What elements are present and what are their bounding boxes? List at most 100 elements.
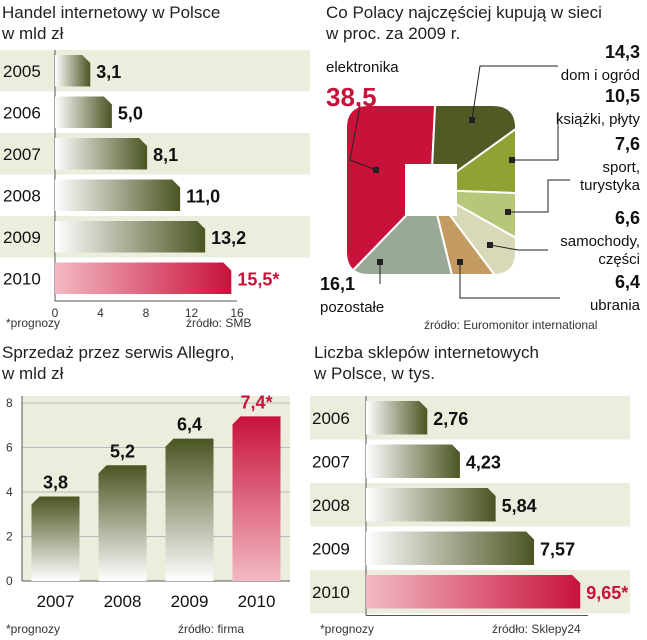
chart-sklepy-panel: Liczba sklepów internetowych w Polsce, w… <box>310 340 647 640</box>
chart-sklepy-title-line2: w Polsce, w tys. <box>314 364 435 383</box>
chart-sklepy: 2006 2,76 2007 4,23 2008 5,84 2009 7,57 2010 9,65… <box>310 396 630 616</box>
pie-category-label: książki, płyty <box>556 111 641 128</box>
pie-leader-dot <box>457 259 463 265</box>
value-label: 5,2 <box>110 441 135 461</box>
tick-label: 8 <box>143 306 150 320</box>
pie-value-label: 6,4 <box>615 272 640 292</box>
pie-leader-dot <box>469 117 475 123</box>
bar <box>366 575 581 609</box>
category-label: 2007 <box>3 145 41 164</box>
chart-allegro: 0 2 4 6 8 3,8 2007 5,2 2008 6,4 2009 7,4* 2010 <box>6 392 290 611</box>
chart-allegro-source: źródło: firma <box>178 622 245 636</box>
pie-value-label: 14,3 <box>605 42 640 62</box>
bar <box>366 488 496 522</box>
value-label: 11,0 <box>186 186 220 206</box>
tick-label: 2 <box>6 530 13 544</box>
bar <box>55 55 91 87</box>
tick-label: 6 <box>6 441 13 455</box>
row-stripe <box>0 133 310 175</box>
bar <box>366 444 460 478</box>
value-label: 6,4 <box>177 415 202 435</box>
pie-value-label: 10,5 <box>605 86 640 106</box>
category-label: 2006 <box>3 103 41 122</box>
category-label: 2006 <box>312 409 350 428</box>
pie-leader-line <box>349 105 377 171</box>
pie-leader-dot <box>509 157 515 163</box>
value-label: 4,23 <box>466 452 501 472</box>
pie-slice <box>430 189 515 274</box>
bar <box>366 401 428 435</box>
pie-leader-line <box>471 65 558 121</box>
value-label: 3,8 <box>43 472 68 492</box>
bar <box>232 416 281 581</box>
category-label: 2010 <box>3 269 41 288</box>
bar <box>55 221 206 253</box>
value-label: 5,84 <box>502 496 537 516</box>
pie-slice <box>347 188 480 274</box>
pie-value-label: 6,6 <box>615 208 640 228</box>
category-label: 2009 <box>171 592 209 611</box>
bar <box>165 438 214 581</box>
pie-category-label: ubrania <box>590 297 641 314</box>
chart-allegro-title-line1: Sprzedaż przez serwis Allegro, <box>2 343 235 362</box>
chart-allegro-title: Sprzedaż przez serwis Allegro, w mld zł <box>2 342 234 384</box>
chart-allegro-title-line2: w mld zł <box>2 364 64 383</box>
pie-value-label: 38,5 <box>326 82 377 112</box>
value-label: 13,2 <box>211 228 246 248</box>
bar <box>55 138 148 170</box>
tick-label: 0 <box>6 574 13 588</box>
value-label: 5,0 <box>118 103 143 123</box>
row-stripe <box>310 396 630 440</box>
value-label: 7,57 <box>540 539 575 559</box>
pie-slice <box>429 106 515 193</box>
value-label: 7,4* <box>240 392 272 412</box>
pie-category-label: elektronika <box>326 59 399 76</box>
pie-leader-line <box>459 262 560 299</box>
category-label: 2010 <box>238 592 276 611</box>
category-label: 2010 <box>312 583 350 602</box>
pie-slices <box>347 106 515 274</box>
tick-label: 8 <box>6 396 13 410</box>
category-label: 2005 <box>3 62 41 81</box>
chart-allegro-note: *prognozy <box>6 622 61 636</box>
chart-sklepy-source: źródło: Sklepy24 <box>492 622 581 636</box>
tick-label: 12 <box>185 306 199 320</box>
category-label: 2008 <box>3 186 41 205</box>
pie-leader-dot <box>377 259 383 265</box>
pie-value-label: 16,1 <box>320 274 355 294</box>
pie-slice <box>428 106 515 199</box>
chart-sklepy-title-line1: Liczba sklepów internetowych <box>314 343 539 362</box>
value-label: 2,76 <box>433 409 468 429</box>
pie-category-label: części <box>598 251 640 268</box>
pie-category-label: samochody, <box>560 233 640 250</box>
tick-label: 4 <box>6 485 13 499</box>
chart-handel: 2005 3,1 2006 5,0 2007 8,1 2008 11,0 2009 13,2 201… <box>0 50 310 320</box>
pie-leader-line <box>489 244 548 251</box>
pie-category-label: sport, <box>602 159 640 176</box>
pie-category-label: turystyka <box>580 177 641 194</box>
chart-handel-source: źródło: SMB <box>186 316 252 330</box>
chart-zakupy-source: źródło: Euromonitor international <box>424 318 598 332</box>
chart-sklepy-note: *prognozy <box>320 622 375 636</box>
chart-zakupy-panel: Co Polacy najczęściej kupują w sieci w p… <box>320 0 647 340</box>
value-label: 15,5* <box>237 269 279 289</box>
chart-zakupy-title-line1: Co Polacy najczęściej kupują w sieci <box>326 3 602 22</box>
pie-category-label: dom i ogród <box>561 67 640 84</box>
pie-value-label: 7,6 <box>615 134 640 154</box>
chart-zakupy-title: Co Polacy najczęściej kupują w sieci w p… <box>326 2 602 44</box>
pie-leader-dot <box>373 167 379 173</box>
tick-label: 4 <box>97 306 104 320</box>
category-label: 2008 <box>312 496 350 515</box>
value-label: 3,1 <box>96 62 121 82</box>
category-label: 2009 <box>3 228 41 247</box>
chart-handel-title: Handel internetowy w Polsce w mld zł <box>2 2 220 44</box>
bar <box>366 531 535 565</box>
bar <box>55 96 112 128</box>
chart-allegro-panel: Sprzedaż przez serwis Allegro, w mld zł … <box>0 340 310 640</box>
chart-sklepy-title: Liczba sklepów internetowych w Polsce, w… <box>314 342 539 384</box>
row-stripe <box>0 50 310 92</box>
pie-category-label: pozostałe <box>320 299 384 316</box>
pie-slice <box>430 189 515 274</box>
category-label: 2007 <box>37 592 75 611</box>
bar <box>98 465 147 581</box>
